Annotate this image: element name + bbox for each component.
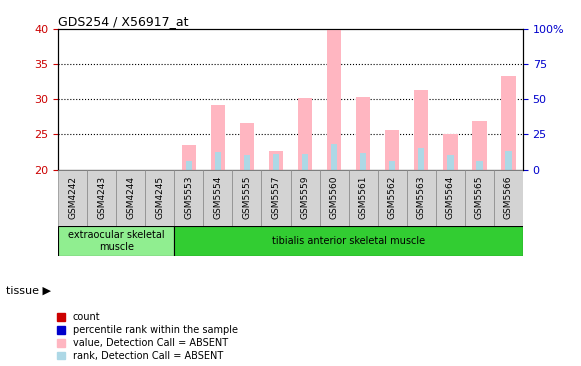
Text: GSM4243: GSM4243 [97,176,106,219]
Text: GSM5562: GSM5562 [388,176,397,219]
FancyBboxPatch shape [203,169,232,225]
Bar [389,161,396,169]
Bar [501,75,516,169]
Bar [214,152,221,169]
Bar [418,149,425,169]
Text: GSM5559: GSM5559 [300,176,310,219]
Text: GSM4245: GSM4245 [155,176,164,219]
FancyBboxPatch shape [378,169,407,225]
FancyBboxPatch shape [174,169,203,225]
FancyBboxPatch shape [320,169,349,225]
FancyBboxPatch shape [465,169,494,225]
Text: GSM5560: GSM5560 [329,176,339,219]
FancyBboxPatch shape [261,169,290,225]
Bar [297,98,313,169]
Text: GSM5553: GSM5553 [184,176,193,219]
Bar [210,105,225,169]
Bar [443,134,458,169]
Bar [272,154,279,169]
Legend: count, percentile rank within the sample, value, Detection Call = ABSENT, rank, : count, percentile rank within the sample… [57,313,238,361]
Text: GSM5555: GSM5555 [242,176,252,219]
FancyBboxPatch shape [58,169,87,225]
Bar [331,143,338,169]
FancyBboxPatch shape [232,169,261,225]
Bar [447,156,454,169]
Text: tissue ▶: tissue ▶ [6,286,51,296]
FancyBboxPatch shape [290,169,320,225]
Bar [268,150,283,169]
FancyBboxPatch shape [407,169,436,225]
Bar [414,90,428,169]
Text: GSM5563: GSM5563 [417,176,426,219]
FancyBboxPatch shape [87,169,116,225]
FancyBboxPatch shape [145,169,174,225]
Bar [505,150,512,169]
Text: tibialis anterior skeletal muscle: tibialis anterior skeletal muscle [272,236,425,246]
Text: GSM5557: GSM5557 [271,176,281,219]
Text: extraocular skeletal
muscle: extraocular skeletal muscle [68,230,164,252]
Text: GSM5566: GSM5566 [504,176,513,219]
Bar [327,29,342,169]
Bar [185,161,192,169]
Bar [385,130,399,169]
Bar [243,156,250,169]
Text: GDS254 / X56917_at: GDS254 / X56917_at [58,15,189,28]
Text: GSM5554: GSM5554 [213,176,223,219]
Text: GSM4244: GSM4244 [126,176,135,219]
Text: GSM4242: GSM4242 [68,176,77,219]
FancyBboxPatch shape [116,169,145,225]
Bar [302,154,309,169]
FancyBboxPatch shape [349,169,378,225]
Text: GSM5564: GSM5564 [446,176,455,219]
Bar [181,145,196,169]
Bar [356,97,371,169]
Bar [472,121,486,169]
Bar [360,153,367,169]
Bar [476,161,483,169]
Bar [239,123,254,169]
FancyBboxPatch shape [174,225,523,256]
FancyBboxPatch shape [58,225,174,256]
Text: GSM5565: GSM5565 [475,176,484,219]
Text: GSM5561: GSM5561 [358,176,368,219]
FancyBboxPatch shape [436,169,465,225]
FancyBboxPatch shape [494,169,523,225]
